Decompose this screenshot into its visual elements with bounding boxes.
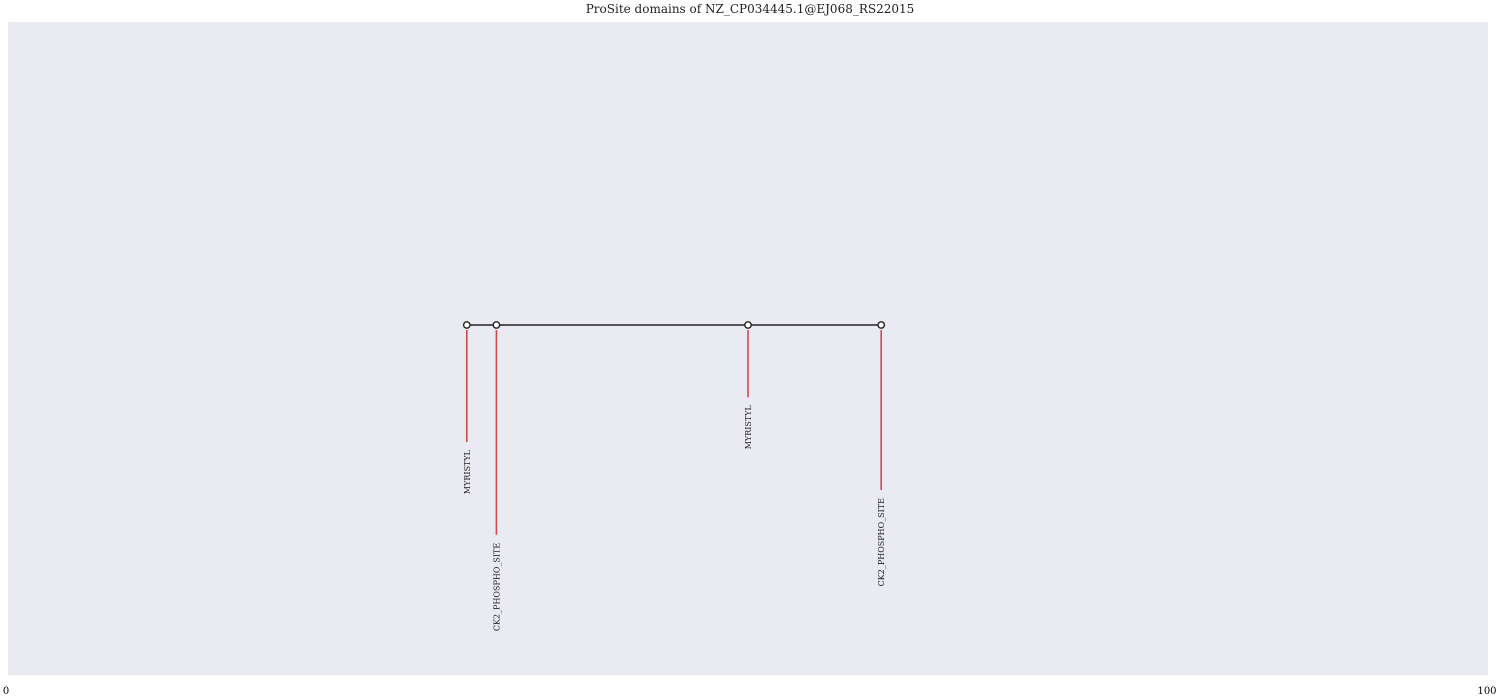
x-tick-label-end: 100: [1477, 686, 1496, 697]
site-marker-0: [464, 322, 470, 328]
site-marker-1: [493, 322, 499, 328]
x-tick-label-start: 0: [3, 686, 9, 697]
site-marker-3: [878, 322, 884, 328]
site-label-0: MYRISTYL: [463, 449, 472, 494]
site-label-3: CK2_PHOSPHO_SITE: [877, 498, 886, 586]
site-label-2: MYRISTYL: [744, 405, 753, 450]
site-label-1: CK2_PHOSPHO_SITE: [492, 543, 501, 631]
site-marker-2: [745, 322, 751, 328]
